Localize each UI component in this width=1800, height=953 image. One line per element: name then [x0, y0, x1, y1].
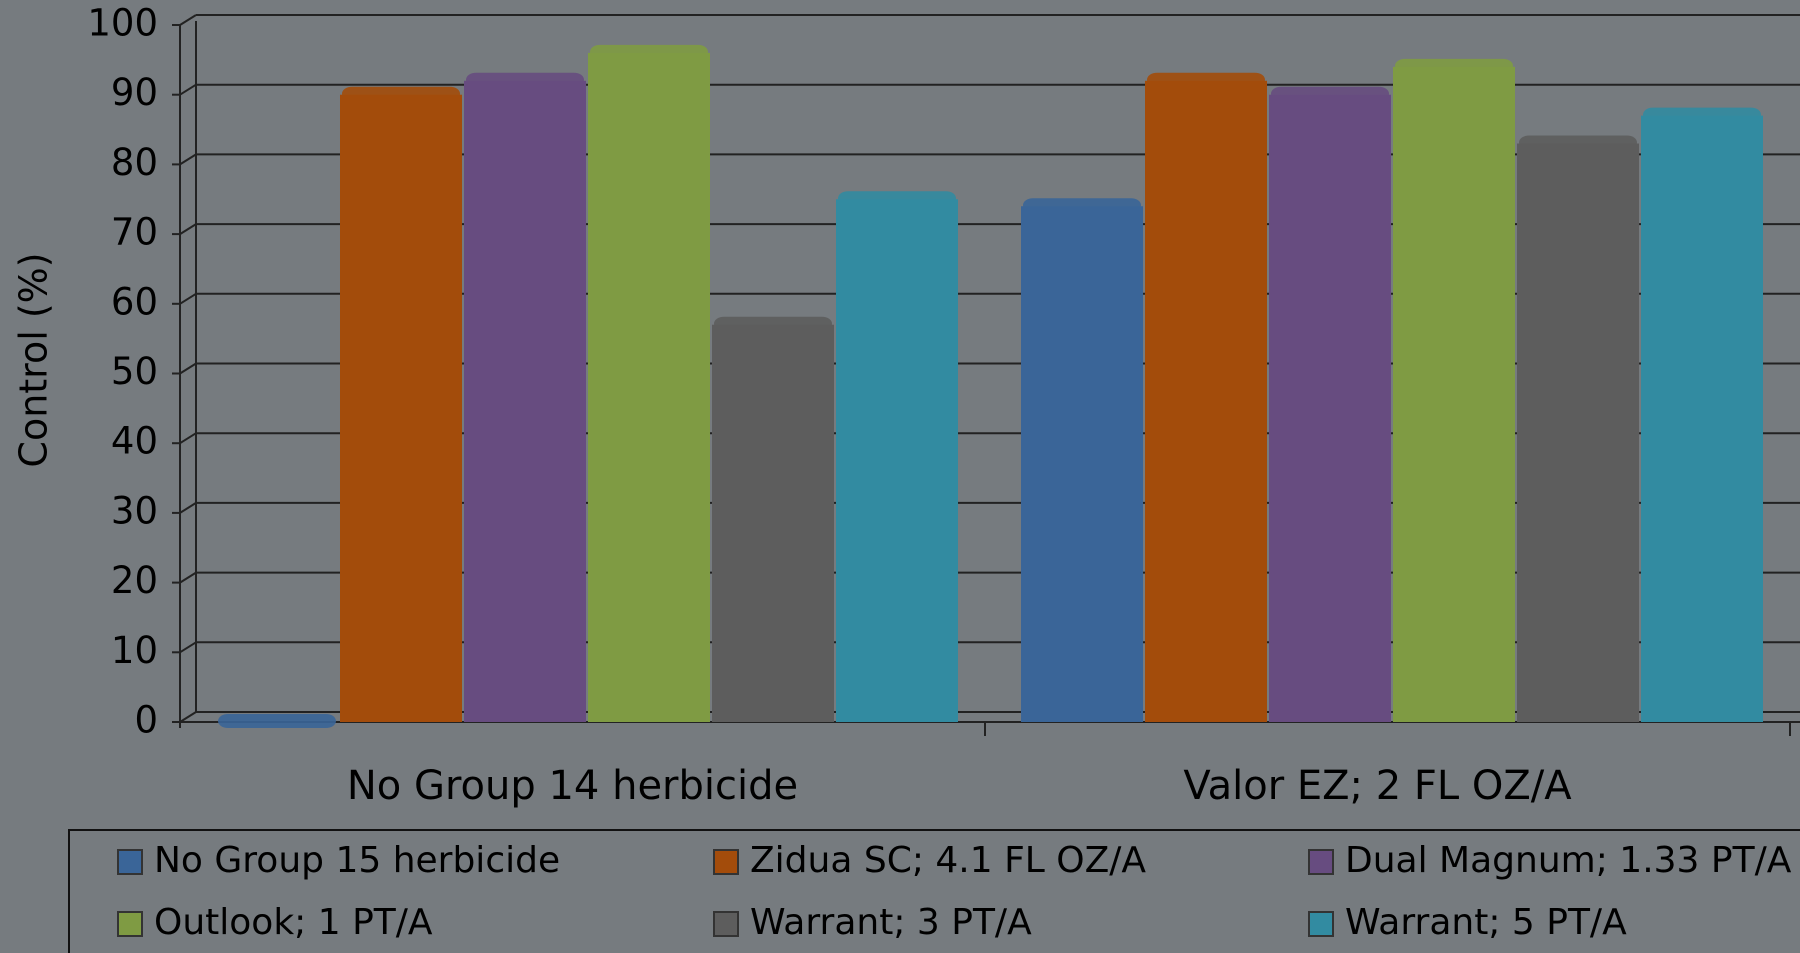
y-tick-label: 40: [111, 420, 158, 463]
grid-line: [179, 571, 197, 584]
legend-label: Dual Magnum; 1.33 PT/A: [1345, 840, 1792, 881]
grid-line: [179, 711, 197, 723]
y-tick-label: 80: [111, 141, 158, 184]
legend-swatch: [117, 911, 143, 937]
grid-line: [179, 362, 197, 375]
y-tick-label: 100: [87, 2, 158, 45]
bar: [340, 94, 462, 722]
bar: [836, 199, 958, 722]
grid-line: [179, 292, 197, 305]
bar: [1517, 143, 1639, 723]
y-tick-label: 20: [111, 559, 158, 602]
grid-line: [179, 153, 197, 166]
x-tick-label: No Group 14 herbicide: [347, 763, 798, 809]
bar: [1269, 94, 1391, 722]
legend-label: No Group 15 herbicide: [154, 840, 560, 881]
y-tick-label: 10: [111, 629, 158, 672]
legend-label: Zidua SC; 4.1 FL OZ/A: [750, 840, 1146, 881]
legend-label: Outlook; 1 PT/A: [154, 902, 433, 943]
bar: [588, 52, 710, 722]
legend-swatch: [1308, 911, 1334, 937]
grid-line: [179, 14, 197, 26]
y-tick-label: 30: [111, 489, 158, 532]
grid-line: [179, 223, 197, 235]
bar: [712, 324, 834, 722]
grid-line: [179, 502, 197, 514]
grid-line: [179, 83, 197, 96]
y-tick-label: 90: [111, 71, 158, 114]
bar: [1393, 66, 1515, 722]
legend-swatch: [713, 911, 739, 937]
bar: [1145, 80, 1267, 722]
bar: [464, 80, 586, 722]
legend-box: [68, 829, 1800, 953]
y-axis-label: Control (%): [12, 252, 56, 467]
legend-label: Warrant; 3 PT/A: [750, 902, 1032, 943]
bar: [1021, 206, 1143, 723]
legend-label: Warrant; 5 PT/A: [1345, 902, 1627, 943]
y-tick-label: 0: [134, 699, 158, 742]
y-tick-label: 70: [111, 211, 158, 254]
grid-line: [179, 432, 197, 445]
y-tick-label: 60: [111, 280, 158, 323]
legend-swatch: [117, 849, 143, 875]
legend-swatch: [1308, 849, 1334, 875]
x-tick-label: Valor EZ; 2 FL OZ/A: [1183, 763, 1572, 809]
y-tick-label: 50: [111, 350, 158, 393]
bar-top: [218, 714, 336, 728]
bar: [1641, 115, 1763, 723]
legend-swatch: [713, 849, 739, 875]
grid-line: [179, 641, 197, 654]
